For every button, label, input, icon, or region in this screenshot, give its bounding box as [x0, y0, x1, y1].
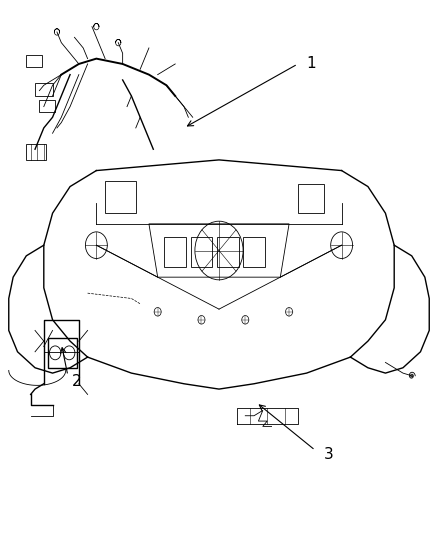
Bar [35, 83, 53, 96]
Text: 2: 2 [72, 374, 82, 389]
Text: 1: 1 [307, 56, 316, 71]
Text: 3: 3 [324, 447, 334, 462]
Bar [39, 100, 55, 112]
Bar [26, 144, 46, 160]
Bar [298, 184, 324, 213]
Bar [105, 181, 136, 213]
Bar [164, 237, 186, 266]
Bar [217, 237, 239, 266]
Bar [48, 338, 77, 368]
Bar [243, 237, 265, 266]
Bar [191, 237, 212, 266]
Bar [26, 55, 42, 67]
